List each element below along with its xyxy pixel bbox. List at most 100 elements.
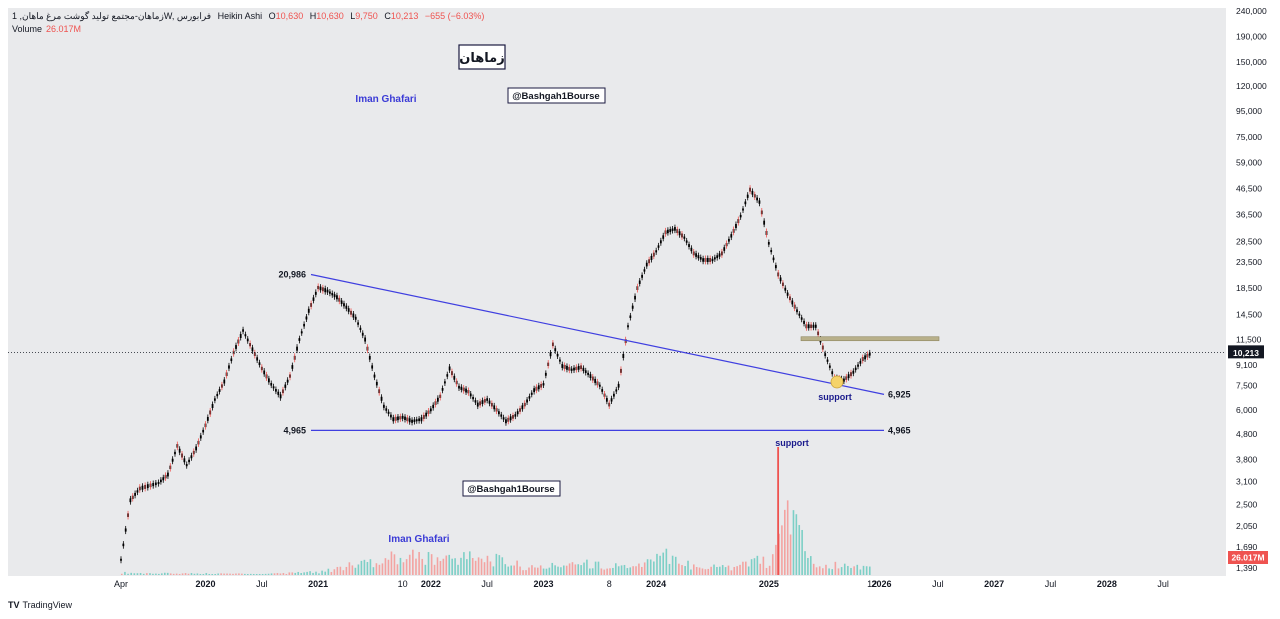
time-tick-label: Jul: [256, 579, 268, 589]
volume-label: Volume: [12, 24, 43, 34]
chart-style: Heikin Ashi: [217, 11, 263, 21]
volume-bar: [701, 568, 704, 575]
time-tick-label: 8: [607, 579, 612, 589]
author-label-top: Iman Ghafari: [355, 94, 416, 105]
volume-bar: [693, 564, 695, 575]
volume-bar: [542, 568, 545, 575]
volume-bar: [638, 563, 640, 575]
volume-bar: [815, 567, 818, 575]
low-label: L: [350, 11, 356, 21]
current-price-badge: [1228, 345, 1264, 359]
volume-bar: [142, 573, 145, 575]
volume-bar: [181, 573, 184, 575]
volume-bar: [149, 573, 151, 575]
volume-bar: [519, 566, 521, 575]
volume-bar: [306, 571, 308, 575]
volume-bar: [721, 565, 724, 575]
volume-bar: [753, 558, 756, 575]
volume-bar: [653, 561, 655, 575]
volume-bar: [784, 509, 786, 575]
volume-bar: [765, 567, 768, 575]
volume-bar: [792, 510, 795, 575]
volume-bar: [463, 552, 465, 575]
volume-bar: [671, 555, 674, 575]
volume-bar: [369, 559, 372, 575]
volume-bar: [771, 554, 774, 575]
volume-bar: [223, 573, 225, 575]
volume-bar: [612, 567, 614, 575]
volume-bar: [445, 555, 448, 575]
time-tick-label: 2028: [1097, 579, 1117, 589]
volume-bar: [656, 553, 658, 575]
high-label: H: [309, 11, 317, 21]
trendline-start-label: 20,986: [278, 269, 306, 279]
tradingview-brand: TradingView: [22, 600, 73, 610]
volume-bar: [330, 571, 333, 575]
price-tick-label: 2,050: [1236, 521, 1258, 531]
time-tick-label: Jul: [481, 579, 493, 589]
time-tick-label: 12: [867, 579, 877, 589]
volume-bar: [378, 564, 381, 575]
volume-bar: [303, 572, 305, 575]
volume-bar: [580, 565, 582, 575]
symbol-header: زماهان-مجتمع تولید گوشت مرغ ماهان, 1W, ف…: [12, 11, 484, 22]
time-tick-label: Jul: [932, 579, 944, 589]
volume-bar: [375, 563, 378, 575]
time-tick-label: 2021: [308, 579, 328, 589]
symbol-name[interactable]: زماهان-مجتمع تولید گوشت مرغ ماهان, 1W, ف…: [12, 11, 212, 21]
volume-bar: [208, 574, 211, 575]
price-axis[interactable]: [1226, 8, 1280, 576]
volume-bar: [492, 566, 495, 575]
volume-bar: [609, 568, 611, 575]
close-label: C: [384, 11, 391, 21]
volume-bar: [641, 566, 643, 575]
volume-badge-label: 26.017M: [1231, 553, 1264, 563]
time-tick-label: Jul: [1157, 579, 1169, 589]
volume-bar: [354, 567, 357, 575]
volume-bar: [276, 573, 279, 575]
volume-bar: [674, 556, 677, 575]
volume-bar: [258, 574, 261, 575]
volume-bar: [504, 564, 507, 575]
volume-bar: [124, 571, 126, 575]
support-label-lower: support: [775, 438, 809, 448]
volume-bar: [327, 568, 330, 575]
volume-bar: [600, 568, 603, 575]
time-tick-label: 2023: [533, 579, 553, 589]
volume-bar: [155, 573, 157, 575]
volume-bar: [632, 566, 634, 575]
volume-bar: [229, 573, 231, 575]
volume-bar: [226, 573, 228, 575]
volume-bar: [172, 573, 175, 575]
price-tick-label: 28,500: [1236, 236, 1262, 246]
support-zone-box: [800, 336, 940, 342]
handle-label-bottom: @Bashgah1Bourse: [467, 484, 554, 495]
volume-bar: [617, 566, 620, 575]
volume-bar: [235, 573, 237, 575]
price-tick-label: 46,500: [1236, 183, 1262, 193]
volume-bar: [635, 566, 637, 575]
volume-bar: [818, 566, 821, 575]
support-label-upper: support: [818, 392, 852, 402]
plot-area[interactable]: [8, 8, 1226, 576]
volume-bar: [139, 573, 142, 575]
volume-bar: [318, 573, 320, 575]
high-value: 10,630: [316, 11, 344, 21]
volume-value: 26.017M: [46, 24, 82, 34]
handle-box-top: [507, 87, 606, 104]
volume-bar: [324, 571, 327, 575]
volume-bar: [843, 563, 846, 575]
price-tick-label: 4,800: [1236, 429, 1258, 439]
volume-bar: [810, 556, 812, 575]
volume-bar: [300, 573, 302, 575]
volume-bar: [831, 569, 834, 575]
volume-bar: [451, 558, 453, 575]
volume-bar: [163, 572, 166, 575]
time-axis[interactable]: [8, 576, 1226, 594]
time-tick-label: 2027: [984, 579, 1004, 589]
tradingview-branding[interactable]: TV TradingView: [8, 600, 72, 610]
volume-bar: [659, 555, 661, 575]
volume-bar: [339, 566, 342, 575]
volume-bar: [390, 551, 393, 575]
